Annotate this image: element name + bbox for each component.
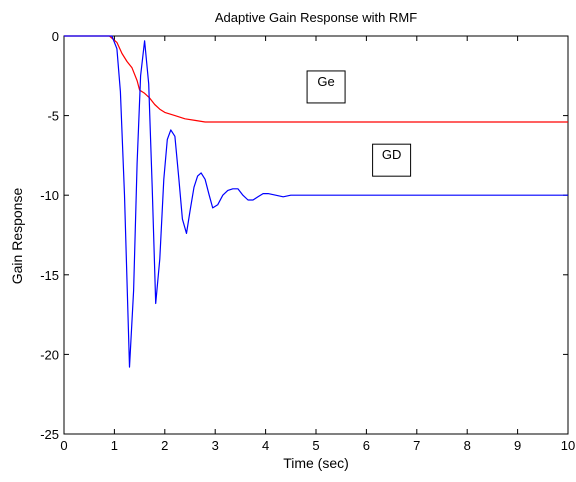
x-tick-label: 8 [464,438,471,453]
y-tick-label: 0 [52,29,59,44]
x-tick-label: 6 [363,438,370,453]
annotation-label-gd: GD [382,147,402,162]
x-axis-label: Time (sec) [283,455,349,471]
x-tick-label: 2 [161,438,168,453]
y-axis-label: Gain Response [9,188,25,285]
y-tick-label: -15 [40,268,59,283]
x-tick-label: 3 [212,438,219,453]
annotation-label-ge: Ge [317,74,334,89]
series-line-ge [64,35,568,123]
x-tick-label: 1 [111,438,118,453]
x-tick-label: 7 [413,438,420,453]
y-tick-label: -10 [40,188,59,203]
x-tick-label: 4 [262,438,269,453]
x-tick-label: 10 [561,438,575,453]
y-tick-label: -25 [40,427,59,442]
series-line-gd [64,35,568,368]
x-tick-label: 0 [60,438,67,453]
annotation-box-gd [372,143,412,177]
x-tick-label: 9 [514,438,521,453]
annotation-box-ge [306,70,346,104]
y-tick-label: -20 [40,347,59,362]
y-tick-label: -5 [47,109,59,124]
plot-area: 0 1 2 3 4 5 6 7 8 9 10 0 -5 -10 -15 -20 -25 Ge GD [40,29,575,453]
x-tick-label: 5 [312,438,319,453]
chart-title: Adaptive Gain Response with RMF [215,10,417,25]
